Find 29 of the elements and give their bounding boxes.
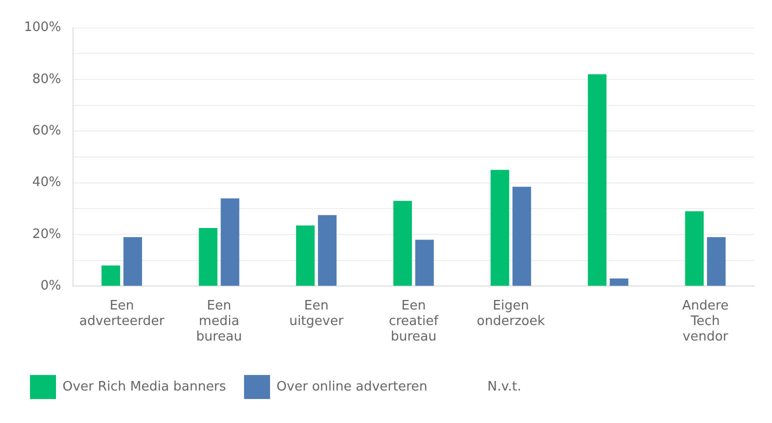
- x-tick-label: Een media bureau: [196, 298, 242, 345]
- y-tick-label: 0%: [40, 278, 62, 294]
- bar: [318, 215, 337, 286]
- legend-label: Over Rich Media banners: [62, 379, 226, 394]
- bar: [610, 278, 628, 286]
- bar: [685, 211, 704, 286]
- x-tick-label: Een uitgever: [289, 298, 344, 329]
- legend-label: Over online adverteren: [276, 379, 428, 394]
- x-tick-label: Eigen onderzoek: [476, 298, 546, 329]
- y-tick-label: 40%: [32, 175, 62, 190]
- bar: [512, 186, 532, 286]
- y-tick-label: 100%: [24, 20, 62, 36]
- bar: [296, 225, 315, 286]
- x-tick-label: Andere Tech vendor: [682, 298, 729, 345]
- y-tick-label: 20%: [32, 226, 62, 242]
- bar: [490, 170, 510, 286]
- bar: [102, 266, 120, 286]
- bar: [198, 228, 218, 286]
- y-tick-label: 80%: [32, 72, 62, 87]
- bar: [588, 74, 606, 286]
- x-tick-label: Een creatief bureau: [388, 298, 439, 345]
- text: N.v.t.: [487, 379, 522, 394]
- y-tick-label: 60%: [32, 124, 62, 139]
- bar: [123, 237, 142, 286]
- bar: [415, 240, 434, 286]
- bar: [393, 200, 412, 286]
- x-tick-label: Een adverteerder: [79, 298, 165, 329]
- bar: [707, 237, 726, 286]
- bar: [220, 198, 240, 286]
